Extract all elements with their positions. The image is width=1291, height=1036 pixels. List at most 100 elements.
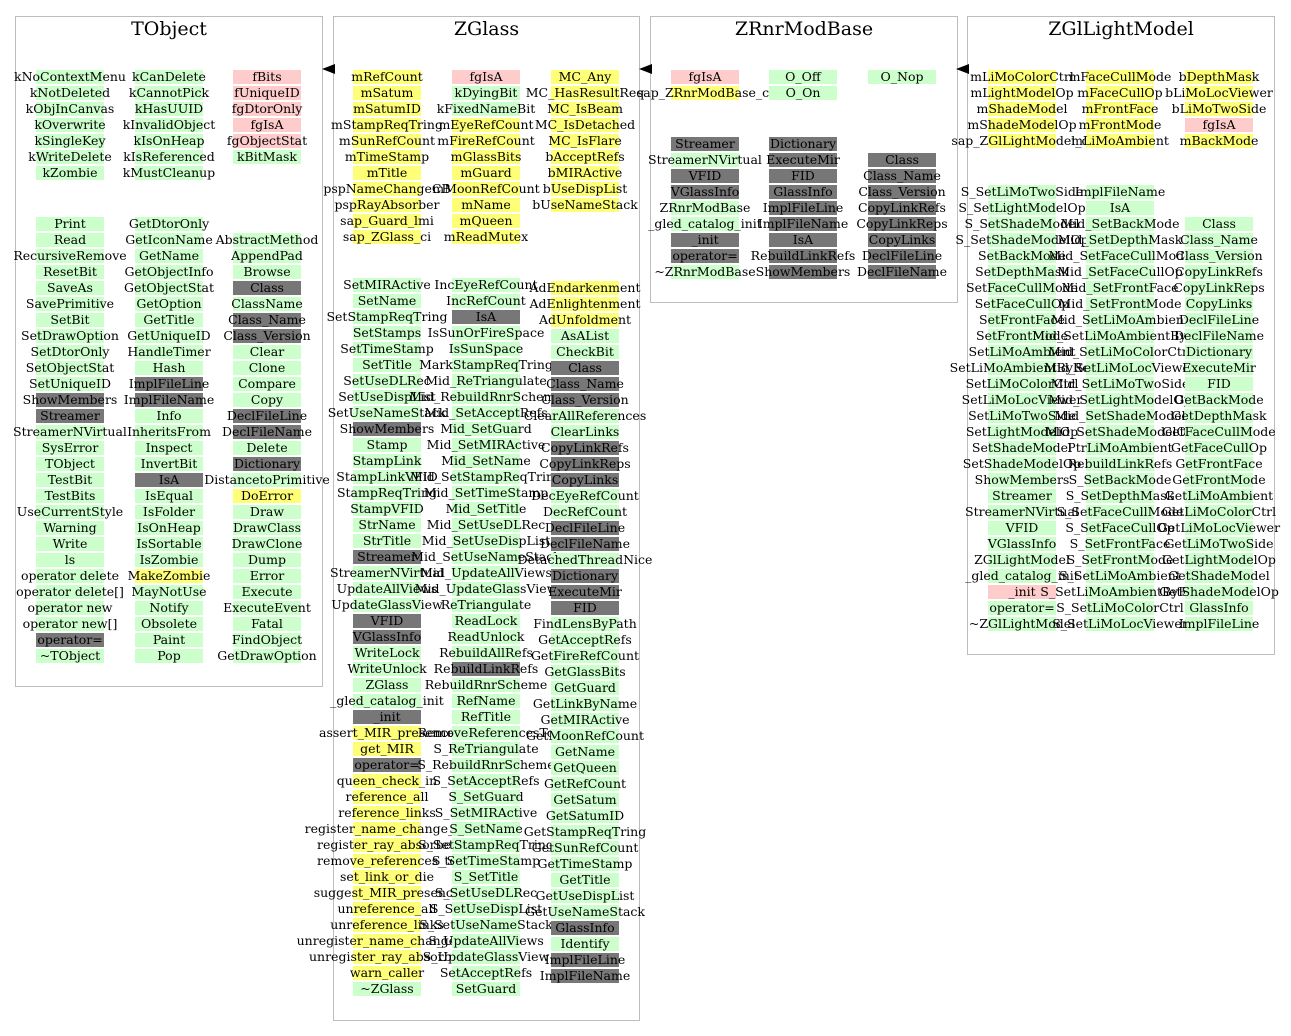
member-label: ExecuteMir <box>1182 360 1256 375</box>
member-highlight <box>233 233 301 247</box>
member-label: CopyLinks <box>1185 296 1253 311</box>
member-highlight <box>551 86 619 100</box>
member-label: Copy <box>250 392 284 407</box>
member-label: GetLiMoAmbient <box>1164 488 1274 503</box>
member-tobject-koverwrite: kOverwrite <box>0 118 200 132</box>
member-label: sap_Guard_lmi <box>340 213 434 228</box>
member-zglass-showmembers: ShowMembers <box>257 422 517 436</box>
member-zgllightmodel-getdepthmask: GetDepthMask <box>1089 409 1291 423</box>
member-label: IsEqual <box>145 488 193 503</box>
member-label: StreamerNVirtual <box>330 565 444 580</box>
member-label: SetTitle <box>362 357 412 372</box>
member-highlight <box>135 585 203 599</box>
member-label: IsA <box>158 472 180 487</box>
member-label: SetStampReqTring <box>326 309 448 324</box>
member-label: ImplFileLine <box>128 376 210 391</box>
member-zglass-mc-isdetached: MC_IsDetached <box>455 118 715 132</box>
member-label: TestBit <box>47 472 93 487</box>
member-label: StrName <box>358 517 416 532</box>
member-label: operator delete <box>20 568 120 583</box>
member-zglass-settimestamp: SetTimeStamp <box>257 342 517 356</box>
member-label: GetTitle <box>559 872 611 887</box>
member-label: FID <box>573 600 597 615</box>
member-label: CheckBit <box>556 344 614 359</box>
member-tobject-issortable: IsSortable <box>39 537 299 551</box>
member-highlight <box>36 86 104 100</box>
member-label: GetDtorOnly <box>128 216 210 231</box>
member-label: bUseNameStack <box>532 197 638 212</box>
member-tobject-getdrawoption: GetDrawOption <box>137 649 397 663</box>
member-label: mSatum <box>360 85 414 100</box>
member-zgllightmodel-declfilename: DeclFileName <box>1089 329 1291 343</box>
member-label: GetTimeStamp <box>537 856 633 871</box>
member-highlight <box>353 438 421 452</box>
member-highlight <box>353 342 421 356</box>
member-zglass-sap-zglass-ci: sap_ZGlass_ci <box>257 230 517 244</box>
member-highlight <box>353 486 421 500</box>
member-label: DeclFileName <box>539 536 631 551</box>
member-highlight <box>233 377 301 391</box>
member-label: Dictionary <box>1185 344 1253 359</box>
member-label: bLiMoLocViewer <box>1165 85 1273 100</box>
member-highlight <box>233 118 301 132</box>
member-tobject-class-name: Class_Name <box>137 313 397 327</box>
member-tobject-appendpad: AppendPad <box>137 249 397 263</box>
member-label: GetSunRefCount <box>531 840 639 855</box>
member-label: SetDtorOnly <box>30 344 110 359</box>
member-label: SysError <box>41 440 99 455</box>
member-highlight <box>452 214 520 228</box>
member-highlight <box>233 249 301 263</box>
member-zglass-mglassbits: mGlassBits <box>356 150 616 164</box>
member-tobject-funiqueid: fUniqueID <box>137 86 397 100</box>
member-highlight <box>135 393 203 407</box>
member-label: StampLink <box>352 453 422 468</box>
member-zglass-stampvfid: StampVFID <box>257 502 517 516</box>
member-label: ClearAllReferences <box>523 408 647 423</box>
member-highlight <box>36 345 104 359</box>
member-label: UpdateGlassView <box>331 597 443 612</box>
member-zglass-mc-hasresultreq: MC_HasResultReq <box>455 86 715 100</box>
member-highlight <box>135 118 203 132</box>
member-label: SetTimeStamp <box>340 341 434 356</box>
member-label: FindObject <box>231 632 303 647</box>
member-label: AdUnfoldment <box>538 312 632 327</box>
member-label: Class <box>568 360 602 375</box>
member-tobject-inheritsfrom: InheritsFrom <box>39 425 299 439</box>
member-label: mRefCount <box>351 69 423 84</box>
member-highlight <box>233 265 301 279</box>
member-zglass-mqueen: mQueen <box>356 214 616 228</box>
member-highlight <box>353 310 421 324</box>
member-highlight <box>353 134 421 148</box>
member-label: mTimeStamp <box>344 149 430 164</box>
member-label: mSunRefCount <box>338 133 436 148</box>
member-zglass-getlinkbyname: GetLinkByName <box>455 697 715 711</box>
member-tobject-maynotuse: MayNotUse <box>39 585 299 599</box>
member-zglass-getguard: GetGuard <box>455 681 715 695</box>
member-highlight <box>36 70 104 84</box>
member-label: mBackMode <box>1179 133 1259 148</box>
member-highlight <box>233 361 301 375</box>
member-zglass-strname: StrName <box>257 518 517 532</box>
member-tobject-ksinglekey: kSingleKey <box>0 134 200 148</box>
member-highlight <box>353 118 421 132</box>
member-zgllightmodel-mbackmode: mBackMode <box>1089 134 1291 148</box>
member-label: DeclFileName <box>221 424 313 439</box>
member-label: kMustCleanup <box>122 165 216 180</box>
member-highlight <box>353 374 421 388</box>
member-zglass-identify: Identify <box>455 937 715 951</box>
member-zglass-mreadmutex: mReadMutex <box>356 230 616 244</box>
member-label: fgDtorOnly <box>231 101 303 116</box>
member-highlight <box>36 249 104 263</box>
member-highlight <box>135 457 203 471</box>
member-tobject-execute: Execute <box>137 585 397 599</box>
member-label: kWriteDelete <box>28 149 112 164</box>
member-highlight <box>233 633 301 647</box>
member-label: Error <box>249 568 285 583</box>
member-label: DrawClass <box>233 520 301 535</box>
member-highlight <box>233 393 301 407</box>
member-highlight <box>36 537 104 551</box>
member-label: GetDrawOption <box>217 648 317 663</box>
member-zglass-updateglassview: UpdateGlassView <box>257 598 517 612</box>
member-zglass-mc-isflare: MC_IsFlare <box>455 134 715 148</box>
member-tobject-makezombie: MakeZombie <box>39 569 299 583</box>
